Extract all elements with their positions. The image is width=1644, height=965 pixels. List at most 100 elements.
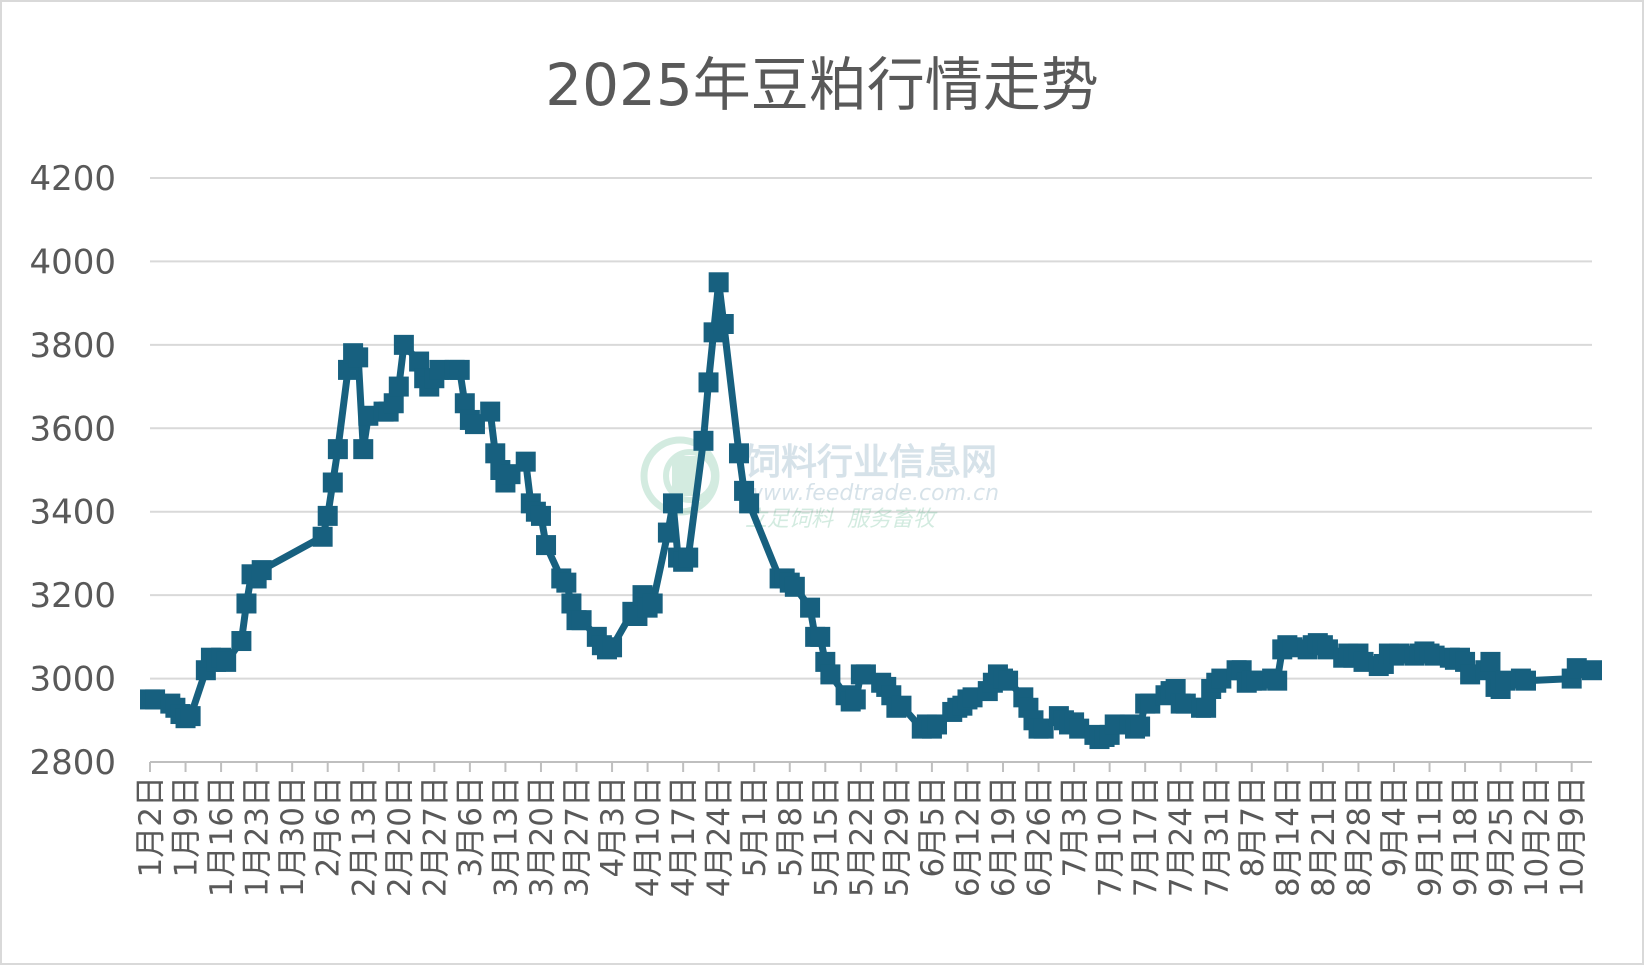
data-point — [231, 631, 252, 652]
x-tick-label: 5月1日 — [737, 776, 773, 877]
watermark: 饲料行业信息网 www.feedtrade.com.cn 立足饲料 服务畜牧 — [640, 436, 999, 532]
data-point — [327, 439, 348, 460]
x-tick-label: 1月16日 — [204, 776, 240, 897]
data-point — [728, 443, 749, 464]
data-point — [1282, 637, 1303, 658]
data-point — [383, 393, 404, 414]
x-tick-label: 4月10日 — [631, 776, 667, 897]
data-point — [1069, 718, 1090, 739]
data-point — [216, 651, 237, 672]
x-tick-label: 7月3日 — [1057, 776, 1093, 877]
x-tick-label: 2月20日 — [382, 776, 418, 897]
data-point — [1582, 660, 1602, 681]
data-point — [662, 493, 683, 514]
data-point — [657, 522, 678, 543]
y-tick-label: 3600 — [29, 409, 116, 449]
data-point — [322, 472, 343, 493]
x-tick-label: 4月24日 — [702, 776, 738, 897]
data-point — [454, 393, 475, 414]
x-tick-label: 6月19日 — [986, 776, 1022, 897]
data-point — [891, 695, 912, 716]
x-tick-label: 3月27日 — [560, 776, 596, 897]
x-tick-label: 3月20日 — [524, 776, 560, 897]
data-point — [358, 405, 379, 426]
data-point — [1175, 693, 1196, 714]
y-tick-label: 4200 — [29, 159, 116, 199]
data-point — [1130, 716, 1151, 737]
data-point — [1515, 670, 1536, 691]
data-point — [561, 593, 582, 614]
data-point — [353, 439, 374, 460]
x-tick-label: 6月12日 — [950, 776, 986, 897]
data-point — [388, 376, 409, 397]
x-tick-label: 8月7日 — [1235, 776, 1271, 877]
data-point — [820, 664, 841, 685]
data-point — [251, 560, 272, 581]
data-point — [998, 670, 1019, 691]
data-point — [393, 334, 414, 355]
y-tick-label: 3200 — [29, 576, 116, 616]
x-tick-label: 1月23日 — [240, 776, 276, 897]
data-point — [409, 351, 430, 372]
x-tick-label: 3月6日 — [453, 776, 489, 877]
x-tick-label: 7月31日 — [1199, 776, 1235, 897]
x-tick-label: 3月13日 — [488, 776, 524, 897]
y-tick-label: 3400 — [29, 493, 116, 533]
data-point — [515, 451, 536, 472]
data-point — [800, 597, 821, 618]
y-tick-label: 2800 — [29, 743, 116, 783]
y-tick-label: 3800 — [29, 326, 116, 366]
data-point — [449, 359, 470, 380]
data-point — [464, 414, 485, 435]
data-point — [1033, 718, 1054, 739]
data-point — [678, 547, 699, 568]
x-tick-label: 5月22日 — [844, 776, 880, 897]
x-tick-label: 5月15日 — [808, 776, 844, 897]
data-point — [855, 664, 876, 685]
data-point — [1140, 693, 1161, 714]
x-tick-label: 7月24日 — [1164, 776, 1200, 897]
data-point — [698, 372, 719, 393]
x-axis: 1月2日 1月9日 1月16日 1月23日 1月30日 2月6日 2月13日 2月20日 2月2… — [133, 761, 1592, 897]
data-point — [1317, 639, 1338, 660]
x-tick-label: 9月25日 — [1484, 776, 1520, 897]
x-tick-label: 1月2日 — [133, 776, 169, 877]
data-point — [236, 593, 257, 614]
watermark-slogan: 立足饲料 服务畜牧 — [745, 507, 938, 532]
data-point — [480, 401, 501, 422]
x-tick-label: 9月11日 — [1413, 776, 1449, 897]
data-point — [1480, 651, 1501, 672]
data-point — [693, 430, 714, 451]
chart-title: 2025年豆粕行情走势 — [545, 51, 1099, 119]
data-point — [739, 493, 760, 514]
data-point — [348, 347, 369, 368]
data-point — [180, 706, 201, 727]
data-point — [530, 505, 551, 526]
x-tick-label: 8月28日 — [1341, 776, 1377, 897]
data-point — [708, 272, 729, 293]
data-point — [536, 535, 557, 556]
x-tick-label: 1月9日 — [169, 776, 205, 877]
x-tick-label: 7月10日 — [1093, 776, 1129, 897]
x-tick-label: 10月9日 — [1555, 776, 1591, 897]
data-point — [1196, 697, 1217, 718]
data-point — [556, 572, 577, 593]
y-axis-ticks: 2800 3000 3200 3400 3600 3800 4000 4200 — [29, 159, 116, 783]
data-point — [1267, 670, 1288, 691]
data-point — [485, 443, 506, 464]
data-point — [1566, 658, 1587, 679]
data-point — [784, 576, 805, 597]
x-tick-label: 1月30日 — [275, 776, 311, 897]
data-point — [317, 505, 338, 526]
data-point — [1460, 664, 1481, 685]
data-point — [312, 526, 333, 547]
x-tick-label: 8月21日 — [1306, 776, 1342, 897]
data-point — [1246, 670, 1267, 691]
x-tick-label: 9月18日 — [1448, 776, 1484, 897]
x-tick-label: 6月5日 — [915, 776, 951, 877]
x-tick-label: 9月4日 — [1377, 776, 1413, 877]
x-tick-label: 4月3日 — [595, 776, 631, 877]
data-point — [145, 689, 166, 710]
data-point — [927, 714, 948, 735]
